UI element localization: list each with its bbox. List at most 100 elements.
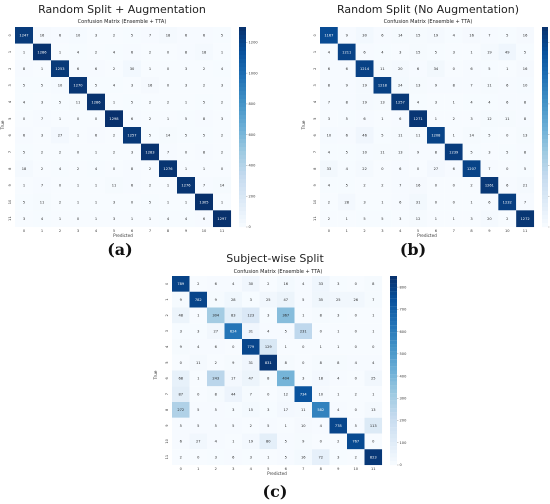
cell-label-0-2: 30 bbox=[362, 34, 367, 38]
cell-4-1 bbox=[189, 339, 208, 355]
cell-7-6 bbox=[123, 143, 142, 161]
x-tick-2: 2 bbox=[59, 229, 61, 233]
panel-a-y-ticks: 0 1 2 3 4 5 6 7 8 9 10 11 bbox=[8, 33, 12, 220]
cell-label-5-11: 3 bbox=[221, 117, 223, 121]
cell-10-10 bbox=[498, 193, 517, 211]
y-tick-10: 10 bbox=[8, 199, 12, 204]
cell-label-9-11: 14 bbox=[220, 184, 225, 188]
cell-label-8-3: 2 bbox=[77, 167, 79, 171]
y-tick-3: 3 bbox=[313, 84, 317, 86]
cell-8-3 bbox=[224, 402, 243, 418]
cell-6-9 bbox=[480, 127, 499, 144]
cell-label-1-10: 49 bbox=[505, 50, 510, 54]
cell-label-4-4: 779 bbox=[247, 345, 255, 349]
cell-label-2-5: 3 bbox=[267, 314, 269, 318]
cell-label-9-2: 0 bbox=[59, 184, 62, 188]
cell-label-8-6: 27 bbox=[434, 167, 439, 171]
cell-5-2 bbox=[207, 354, 225, 371]
cell-0-3 bbox=[69, 27, 88, 44]
cell-label-4-10: 6 bbox=[506, 100, 509, 104]
cell-label-1-3: 28 bbox=[231, 298, 236, 302]
cell-label-10-6: 0 bbox=[131, 200, 134, 204]
cell-11-2 bbox=[51, 210, 70, 228]
cell-label-2-8: 6 bbox=[470, 67, 473, 71]
cell-label-9-0: 1 bbox=[23, 184, 25, 188]
cell-11-1 bbox=[337, 210, 356, 228]
colorbar-segment-3 bbox=[239, 39, 246, 44]
cell-label-2-5: 2 bbox=[113, 67, 115, 71]
cell-10-0 bbox=[320, 193, 338, 211]
cell-5-5 bbox=[259, 354, 278, 371]
colorbar-segment-25 bbox=[239, 127, 246, 132]
colorbar-segment-42 bbox=[390, 434, 397, 439]
cell-9-7 bbox=[444, 177, 463, 194]
cell-label-10-8: 1 bbox=[167, 200, 169, 204]
cell-7-7 bbox=[444, 143, 463, 161]
cell-1-4 bbox=[391, 43, 410, 61]
cell-4-9 bbox=[480, 93, 499, 111]
cell-label-10-8: 0 bbox=[320, 440, 323, 444]
cell-9-1 bbox=[337, 177, 356, 194]
cell-label-11-9: 20 bbox=[487, 217, 492, 221]
cell-label-3-1: 9 bbox=[346, 84, 349, 88]
cell-3-8 bbox=[462, 77, 481, 94]
cell-label-3-9: 1 bbox=[337, 329, 339, 333]
cell-3-8 bbox=[159, 77, 178, 94]
cell-label-5-3: 9 bbox=[232, 361, 235, 365]
cell-8-10 bbox=[498, 160, 517, 178]
cell-label-8-11: 0 bbox=[221, 167, 224, 171]
cell-label-2-11: 1 bbox=[372, 314, 374, 318]
cell-9-8 bbox=[462, 177, 481, 194]
cell-5-9 bbox=[329, 354, 348, 371]
cell-2-1 bbox=[33, 60, 52, 78]
colorbar-segment-20 bbox=[390, 351, 397, 356]
cell-11-7 bbox=[141, 210, 160, 228]
cell-5-7 bbox=[294, 354, 313, 371]
cell-3-2 bbox=[207, 323, 225, 340]
cell-1-7 bbox=[294, 291, 313, 308]
cell-label-4-0: 7 bbox=[328, 100, 330, 104]
colorbar-segment-10 bbox=[390, 313, 397, 318]
cell-11-11 bbox=[516, 210, 535, 228]
cell-5-6 bbox=[277, 354, 295, 371]
colorbar-tick-6: 1200 bbox=[249, 41, 259, 45]
cell-label-0-10: 5 bbox=[506, 34, 508, 38]
y-tick-5: 5 bbox=[8, 118, 12, 120]
cell-8-2 bbox=[207, 402, 225, 418]
cell-0-9 bbox=[177, 27, 196, 44]
cell-label-11-6: 1 bbox=[435, 217, 437, 221]
y-tick-9: 9 bbox=[8, 183, 12, 186]
cell-label-1-1: 1211 bbox=[342, 50, 351, 54]
panel-a-ylabel: True bbox=[0, 120, 5, 130]
cell-10-9 bbox=[329, 433, 348, 450]
cell-9-7 bbox=[294, 417, 313, 434]
panel-b-y-ticks: 0 1 2 3 4 5 6 7 8 9 10 11 bbox=[313, 33, 317, 220]
y-tick-9: 9 bbox=[165, 424, 169, 427]
cell-3-1 bbox=[33, 77, 52, 94]
cell-label-2-10: 0 bbox=[355, 314, 358, 318]
cell-8-1 bbox=[337, 160, 356, 178]
cell-label-11-0: 3 bbox=[23, 217, 25, 221]
cell-8-1 bbox=[33, 160, 52, 178]
cell-label-6-1: 6 bbox=[346, 134, 349, 138]
cell-label-1-3: 4 bbox=[381, 50, 384, 54]
cell-label-3-3: 624 bbox=[230, 329, 238, 333]
cell-8-4 bbox=[391, 160, 410, 178]
cell-label-7-2: 2 bbox=[59, 150, 61, 154]
cell-11-11 bbox=[364, 449, 383, 466]
cell-10-2 bbox=[207, 433, 225, 450]
colorbar-segment-5 bbox=[390, 294, 397, 299]
cell-1-3 bbox=[224, 291, 243, 308]
cell-8-7 bbox=[141, 160, 160, 178]
cell-7-0 bbox=[172, 386, 190, 403]
cell-1-6 bbox=[123, 43, 142, 61]
cell-label-10-1: 28 bbox=[344, 200, 349, 204]
colorbar-tick-1: 100 bbox=[400, 441, 408, 445]
cell-label-11-8: 3 bbox=[470, 217, 472, 221]
cell-8-11 bbox=[516, 160, 535, 178]
cell-label-7-3: 11 bbox=[380, 150, 385, 154]
cell-3-9 bbox=[480, 77, 499, 94]
cell-6-2 bbox=[355, 127, 374, 144]
cell-label-8-8: 1276 bbox=[163, 167, 173, 171]
colorbar-segment-7 bbox=[542, 55, 548, 60]
